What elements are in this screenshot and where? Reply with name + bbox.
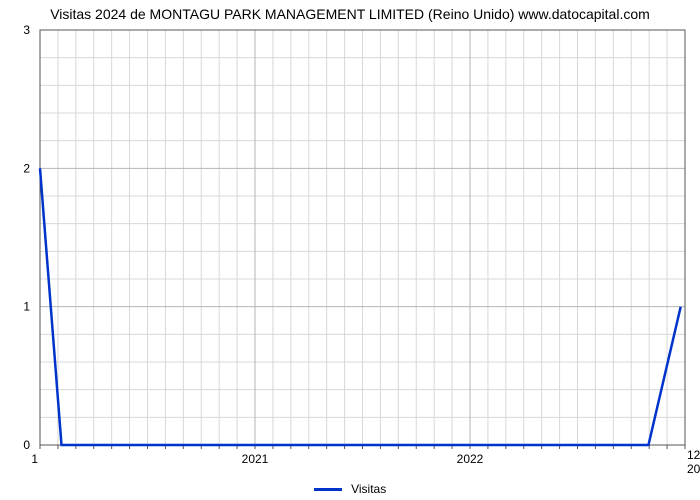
visits-line-chart: 012320212022112202	[0, 0, 700, 500]
svg-text:2: 2	[23, 161, 30, 175]
svg-text:2022: 2022	[457, 452, 484, 466]
svg-text:1: 1	[31, 452, 38, 466]
svg-text:12: 12	[687, 448, 700, 462]
legend-label: Visitas	[351, 482, 386, 496]
svg-text:0: 0	[23, 438, 30, 452]
chart-title: Visitas 2024 de MONTAGU PARK MANAGEMENT …	[0, 6, 700, 22]
legend: Visitas	[0, 482, 700, 496]
legend-swatch	[314, 488, 342, 491]
svg-text:1: 1	[23, 300, 30, 314]
svg-text:3: 3	[23, 23, 30, 37]
svg-text:202: 202	[687, 462, 700, 476]
svg-text:2021: 2021	[242, 452, 269, 466]
